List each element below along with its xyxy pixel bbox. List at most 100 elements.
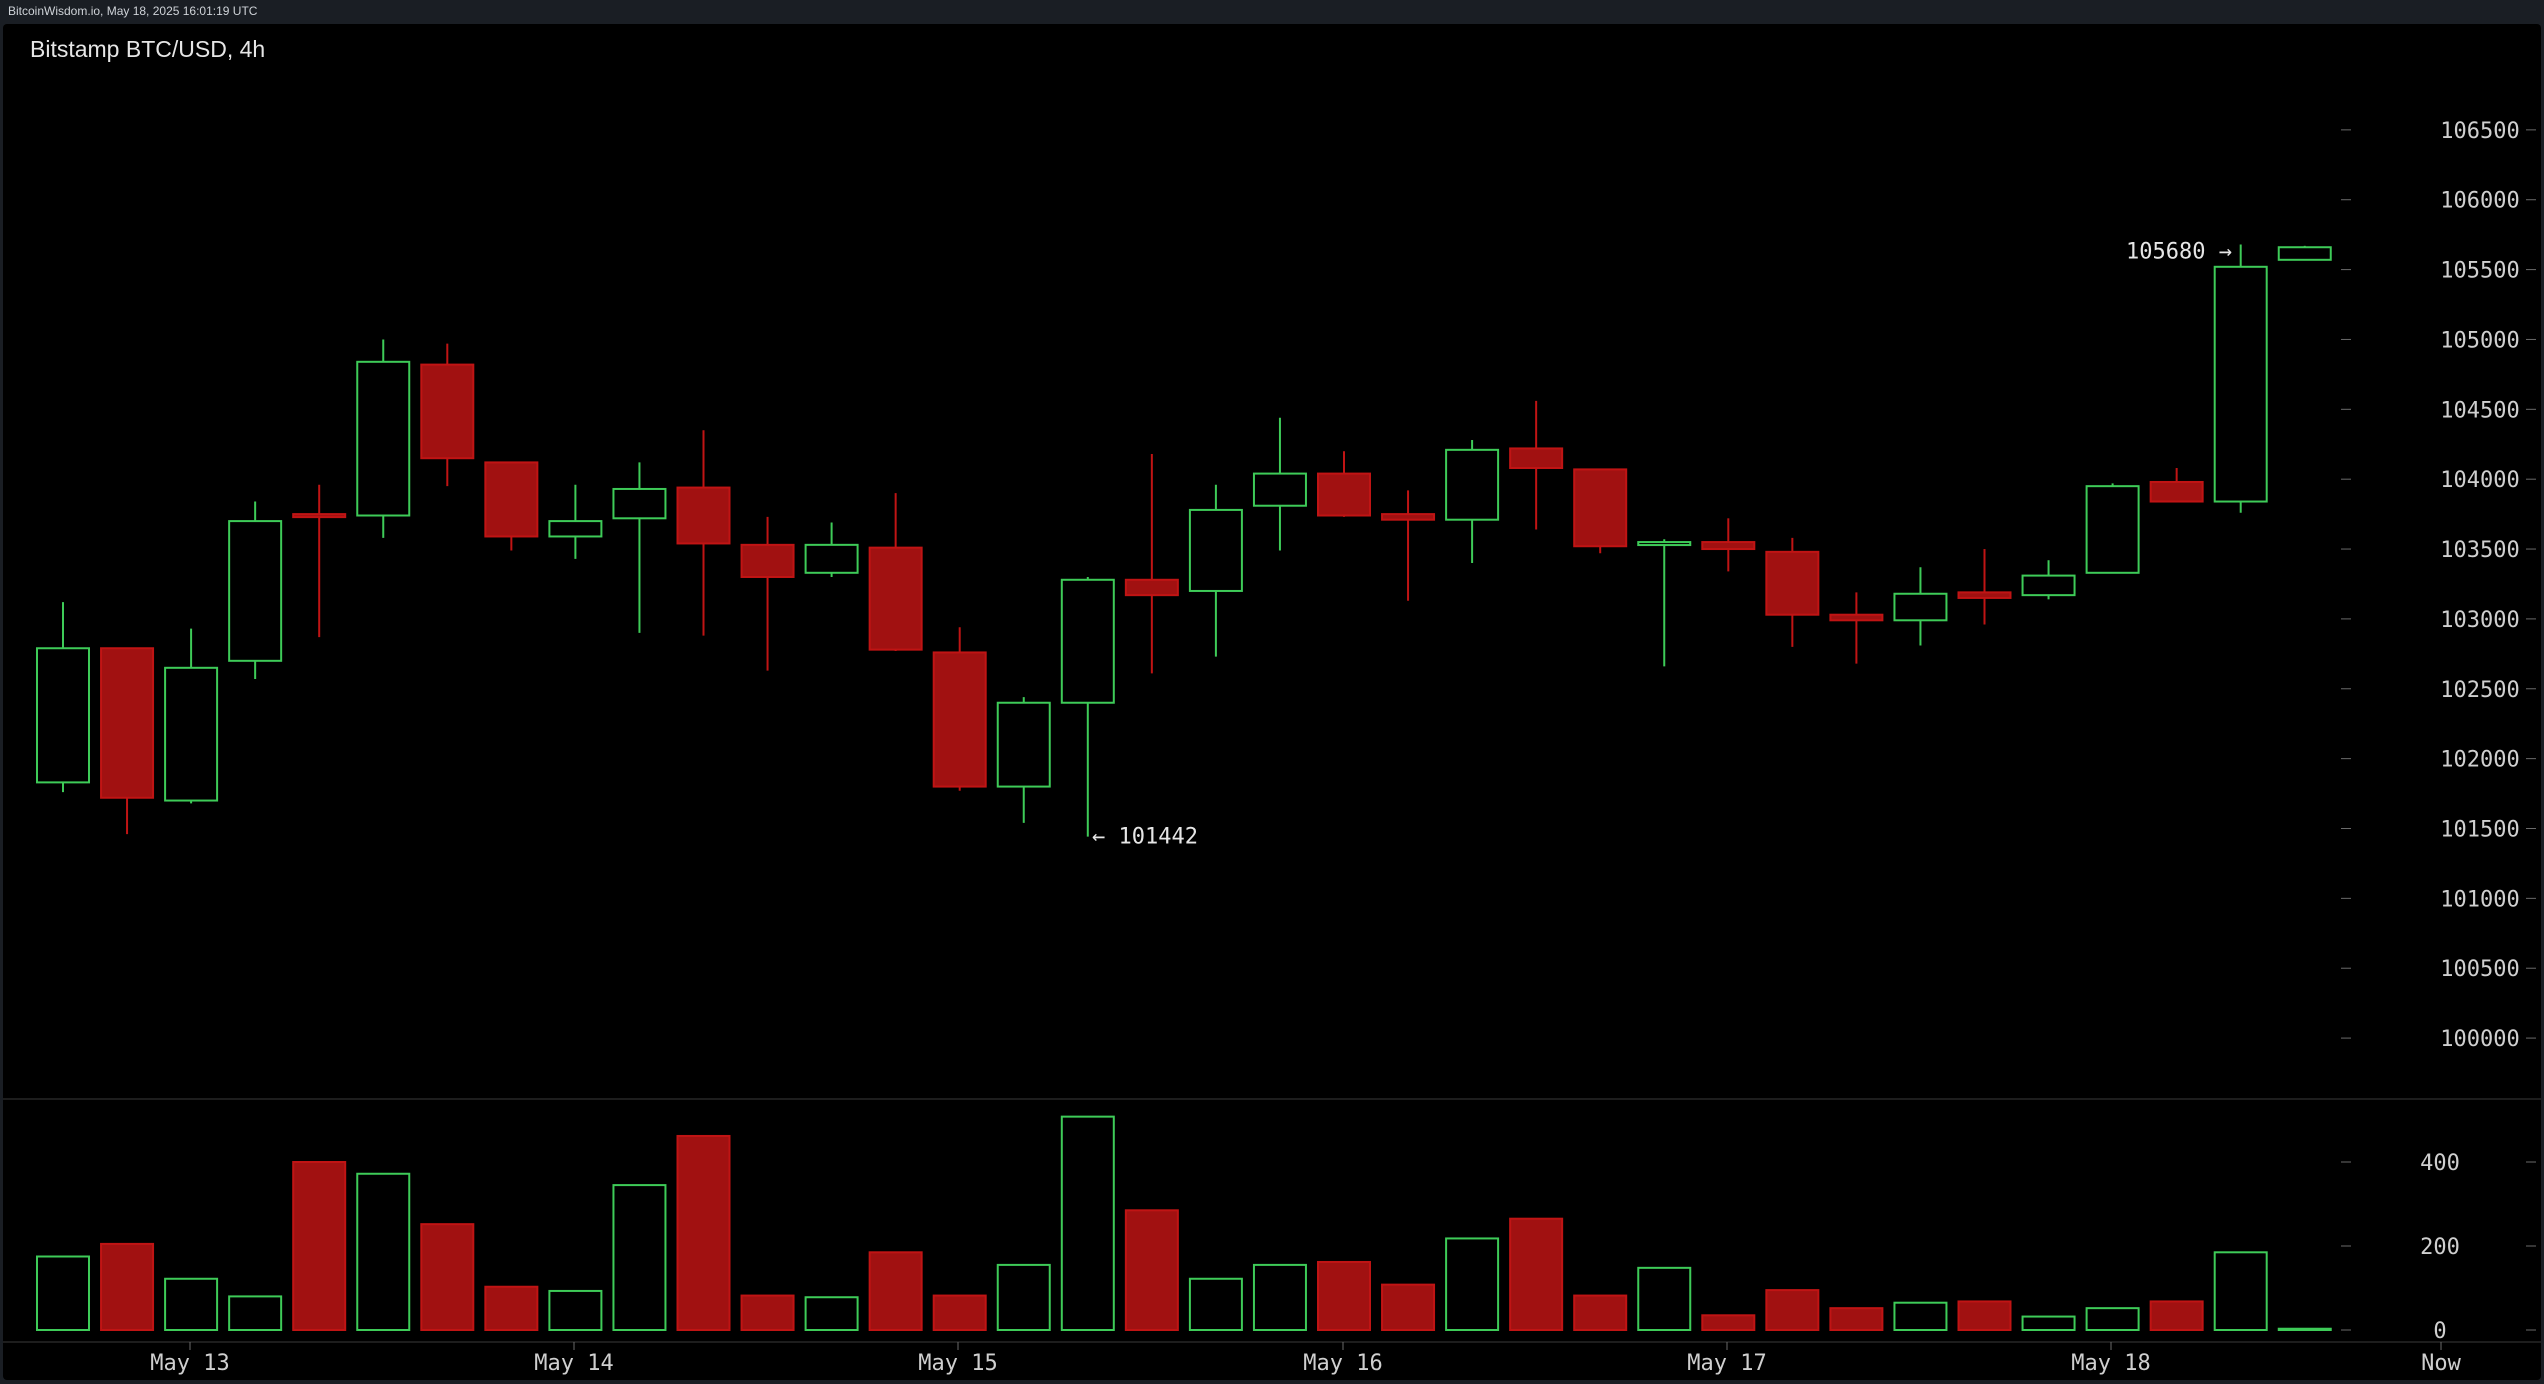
candle-body-up <box>804 543 859 574</box>
candle-body-down <box>1573 468 1628 548</box>
volume-bar-down <box>932 1294 987 1332</box>
volume-bar-down <box>420 1223 475 1332</box>
volume-bar-up <box>996 1263 1051 1332</box>
volume-bar-down <box>100 1242 155 1332</box>
volume-bar-up <box>2021 1315 2076 1332</box>
candle-body-up <box>1637 541 1692 547</box>
volume-bar-down <box>676 1134 731 1331</box>
candle-body-up <box>1188 508 1243 592</box>
high-price-label: 105680 → <box>2126 239 2232 264</box>
volume-bar-down <box>1124 1209 1179 1332</box>
candle-body-down <box>676 486 731 545</box>
volume-bar-down <box>1829 1307 1884 1332</box>
time-tick-label: May 16 <box>1303 1351 1382 1376</box>
candle-body-up <box>228 520 283 662</box>
candle-body-down <box>1701 541 1756 551</box>
candle-body-down <box>292 513 347 519</box>
candle-body-up <box>2021 574 2076 597</box>
price-tick-label: 100500 <box>2440 957 2519 982</box>
price-tick-label: 104500 <box>2440 398 2519 423</box>
candle-body-up <box>1445 448 1500 521</box>
time-tick-label: May 14 <box>534 1351 613 1376</box>
time-tick-label: May 15 <box>918 1351 997 1376</box>
candle-body-down <box>740 543 795 578</box>
candle-body-up <box>612 487 667 520</box>
volume-bar-up <box>36 1255 90 1331</box>
candle-body-down <box>2149 480 2204 503</box>
volume-bar-down <box>1573 1294 1628 1332</box>
volume-bar-up <box>1637 1266 1692 1331</box>
candle-body-up <box>2085 485 2140 574</box>
candle-body-up <box>548 520 603 538</box>
candle-body-up <box>2213 265 2268 503</box>
volume-tick-label: 400 <box>2420 1151 2460 1176</box>
price-tick-label: 105500 <box>2440 259 2519 284</box>
volume-bar-up <box>2085 1307 2140 1332</box>
candle-body-up <box>2277 246 2332 261</box>
candle-body-down <box>1957 591 2012 599</box>
price-tick-label: 102500 <box>2440 678 2519 703</box>
candle-body-down <box>420 363 475 460</box>
candle-body-up <box>356 360 411 517</box>
candle-body-up <box>996 701 1051 788</box>
price-tick-label: 105000 <box>2440 328 2519 353</box>
candle-body-down <box>100 647 155 799</box>
volume-bar-down <box>1765 1289 1820 1331</box>
volume-bar-down <box>1381 1283 1436 1332</box>
volume-bar-up <box>548 1289 603 1331</box>
volume-bar-up <box>1445 1237 1500 1331</box>
price-tick-label: 103000 <box>2440 608 2519 633</box>
candle-body-up <box>1893 592 1948 622</box>
price-tick-label: 101000 <box>2440 887 2519 912</box>
volume-bar-up <box>228 1295 283 1332</box>
candle-body-down <box>868 546 923 651</box>
candle-body-down <box>484 461 539 538</box>
volume-bar-up <box>1060 1115 1115 1332</box>
volume-bar-down <box>1317 1260 1371 1331</box>
volume-tick-label: 200 <box>2420 1235 2460 1260</box>
price-tick-label: 106000 <box>2440 189 2519 214</box>
price-tick-label: 103500 <box>2440 538 2519 563</box>
candle-body-down <box>932 651 987 788</box>
time-tick-label: May 13 <box>150 1351 229 1376</box>
price-tick-label: 106500 <box>2440 119 2519 144</box>
candle-body-down <box>1829 613 1884 622</box>
volume-bar-up <box>2213 1251 2268 1332</box>
volume-tick-label: 0 <box>2433 1319 2446 1344</box>
price-tick-label: 100000 <box>2440 1027 2519 1052</box>
volume-bar-down <box>1701 1314 1756 1332</box>
candle-body-down <box>1124 578 1179 597</box>
candle-body-down <box>1381 513 1436 521</box>
volume-bar-down <box>740 1294 795 1332</box>
price-tick-label: 104000 <box>2440 468 2519 493</box>
volume-bar-down <box>2149 1300 2204 1331</box>
chart-title: Bitstamp BTC/USD, 4h <box>30 36 266 62</box>
volume-bar-down <box>868 1251 923 1332</box>
volume-bar-up <box>804 1296 859 1331</box>
candle-body-down <box>1509 447 1564 469</box>
time-tick-label: Now <box>2421 1351 2461 1376</box>
chart-panel <box>3 24 2541 1380</box>
low-price-label: ← 101442 <box>1092 825 1198 850</box>
volume-bar-up <box>612 1184 667 1331</box>
volume-bar-down <box>1509 1217 1564 1331</box>
volume-bar-up <box>1893 1301 1948 1331</box>
candle-body-up <box>36 647 90 784</box>
candle-body-up <box>164 666 219 802</box>
volume-bar-down <box>292 1161 347 1331</box>
volume-bar-up <box>1252 1263 1307 1332</box>
volume-bar-down <box>1957 1300 2012 1331</box>
candle-body-up <box>1060 578 1115 704</box>
candle-body-down <box>1317 472 1371 517</box>
time-tick-label: May 18 <box>2071 1351 2150 1376</box>
volume-bar-down <box>484 1285 539 1331</box>
time-tick-label: May 17 <box>1687 1351 1766 1376</box>
price-tick-label: 101500 <box>2440 817 2519 842</box>
volume-bar-up <box>164 1277 219 1332</box>
price-tick-label: 102000 <box>2440 748 2519 773</box>
candle-body-up <box>1252 472 1307 507</box>
volume-bar-up <box>2277 1327 2332 1331</box>
candle-body-down <box>1765 550 1820 616</box>
